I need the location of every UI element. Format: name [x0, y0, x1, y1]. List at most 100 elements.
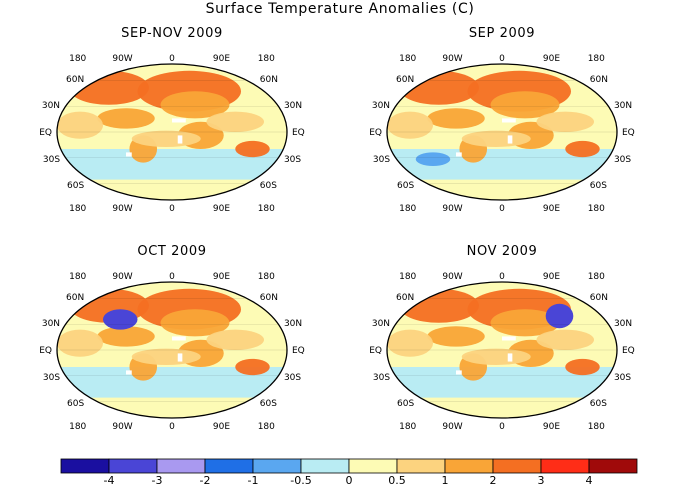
panel-title: SEP-NOV 2009 — [121, 26, 223, 41]
colorbar-tick-label: 1 — [442, 474, 449, 484]
lat-label-left: 60S — [67, 181, 84, 191]
lat-label-left: 60N — [66, 293, 84, 303]
lat-label-right: EQ — [622, 346, 635, 356]
lat-label-right: 30S — [614, 155, 631, 165]
panel-title: SEP 2009 — [468, 26, 536, 41]
lat-label-right: 30N — [614, 101, 632, 111]
colorbar-tick-label: -1 — [248, 474, 259, 484]
anomaly-region — [160, 309, 230, 337]
missing-data-patch — [177, 353, 183, 362]
lon-label-bottom: 0 — [499, 422, 505, 432]
figure-title: Surface Temperature Anomalies (C) — [205, 1, 475, 17]
anomaly-region — [490, 309, 560, 337]
lat-label-right: 30S — [614, 373, 631, 383]
missing-data-patch — [172, 118, 186, 123]
colorbar-swatch — [204, 458, 254, 474]
anomaly-region — [160, 91, 230, 119]
missing-data-patch — [456, 152, 462, 157]
anomaly-region — [461, 130, 531, 147]
lon-label-top: 90W — [442, 272, 462, 282]
colorbar-tick-label: 0.5 — [388, 474, 406, 484]
colorbar-tick-label: 3 — [538, 474, 545, 484]
cool-anomaly-region — [545, 303, 574, 329]
colorbar-swatch — [492, 458, 542, 474]
colorbar-swatch — [252, 458, 302, 474]
lat-label-right: 60S — [260, 181, 277, 191]
colorbar-tick-label: -0.5 — [290, 474, 311, 484]
missing-data-patch — [456, 370, 462, 375]
colorbar-swatch — [396, 458, 446, 474]
missing-data-patch — [502, 118, 516, 123]
lon-label-top: 0 — [499, 54, 505, 64]
lon-label-top: 180 — [588, 54, 605, 64]
lon-label-top: 90W — [442, 54, 462, 64]
anomaly-region — [490, 91, 560, 119]
colorbar-swatch — [300, 458, 350, 474]
lat-label-left: 30S — [373, 373, 390, 383]
anomaly-region — [536, 329, 594, 350]
lat-label-left: 30N — [42, 319, 60, 329]
lat-label-left: 30N — [372, 319, 390, 329]
anomaly-region — [387, 111, 433, 139]
lat-label-right: 30S — [284, 155, 301, 165]
lat-label-right: EQ — [292, 346, 305, 356]
lon-label-bottom: 90W — [442, 204, 462, 214]
anomaly-region — [565, 358, 600, 376]
anomaly-region — [206, 111, 264, 132]
lat-label-right: 60S — [590, 181, 607, 191]
lon-label-top: 180 — [399, 272, 416, 282]
colorbar-swatch — [588, 458, 638, 474]
anomaly-region — [235, 140, 270, 158]
lat-label-right: 60S — [260, 399, 277, 409]
missing-data-patch — [507, 353, 513, 362]
anomaly-region — [97, 326, 155, 347]
missing-data-patch — [177, 135, 183, 144]
anomaly-region — [57, 329, 103, 357]
colorbar-swatch — [156, 458, 206, 474]
anomaly-region — [536, 111, 594, 132]
lon-label-top: 90E — [213, 272, 230, 282]
lat-label-left: 60S — [397, 399, 414, 409]
lat-label-right: 60N — [590, 293, 608, 303]
lon-label-top: 90W — [112, 272, 132, 282]
map-panel-sep: SEP 2009 180 180 90W 90W 0 0 90E 90E 180 180 60N 60… — [352, 26, 652, 226]
lon-label-bottom: 90E — [213, 422, 230, 432]
anomaly-region — [206, 329, 264, 350]
map-frame — [386, 63, 618, 201]
lon-label-top: 180 — [588, 272, 605, 282]
lat-label-left: EQ — [369, 346, 382, 356]
map-panel-sep-nov: SEP-NOV 2009 180 180 90W 90W 0 0 90E 90E 180 180 6… — [22, 26, 322, 226]
lat-label-left: EQ — [39, 346, 52, 356]
colorbar-tick-label: -4 — [104, 474, 115, 484]
colorbar-tick-label: 2 — [490, 474, 497, 484]
lon-label-bottom: 90E — [213, 204, 230, 214]
lon-label-top: 180 — [258, 272, 275, 282]
lat-label-left: 60N — [396, 75, 414, 85]
panel-title: NOV 2009 — [466, 244, 538, 259]
colorbar-tick-label: 0 — [346, 474, 353, 484]
map-frame — [56, 63, 288, 201]
lon-label-bottom: 180 — [399, 422, 416, 432]
lon-label-bottom: 90W — [112, 204, 132, 214]
anomaly-region — [131, 130, 201, 147]
lat-label-right: EQ — [292, 128, 305, 138]
anomaly-region — [461, 348, 531, 365]
colorbar-swatch — [60, 458, 110, 474]
lat-label-left: 30N — [372, 101, 390, 111]
map-frame — [386, 281, 618, 419]
lon-label-top: 180 — [399, 54, 416, 64]
lat-label-right: 30N — [284, 101, 302, 111]
lon-label-top: 90E — [213, 54, 230, 64]
cool-anomaly-region — [103, 309, 138, 330]
lon-label-top: 180 — [69, 272, 86, 282]
colorbar-swatch — [444, 458, 494, 474]
lat-label-right: 60N — [590, 75, 608, 85]
lon-label-bottom: 180 — [258, 422, 275, 432]
lon-label-top: 0 — [499, 272, 505, 282]
map-svg: 180 180 90W 90W 0 0 90E 90E 180 180 60N 60N 30N 30N EQ… — [369, 272, 635, 432]
anomaly-region — [427, 108, 485, 129]
lon-label-top: 0 — [169, 54, 175, 64]
lat-label-left: 60S — [397, 181, 414, 191]
map-svg: 180 180 90W 90W 0 0 90E 90E 180 180 60N 60N 30N 30N EQ… — [369, 54, 635, 214]
lat-label-left: 30S — [373, 155, 390, 165]
